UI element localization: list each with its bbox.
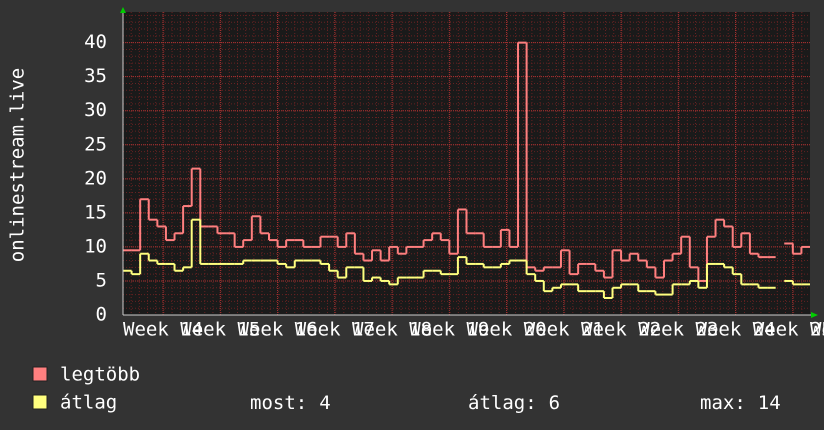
y-tick-label: 10	[84, 235, 107, 257]
x-tick-label: Week 21	[524, 319, 604, 341]
stat-label: most:	[250, 392, 307, 414]
y-tick-label: 5	[96, 269, 107, 291]
x-tick-label: Week 20	[467, 319, 547, 341]
legend-swatch	[32, 394, 48, 410]
x-tick-label: Week 18	[352, 319, 432, 341]
x-tick-label: Week 25	[753, 319, 824, 341]
legend-label: átlag	[60, 392, 117, 414]
stat-value: 4	[319, 392, 330, 414]
legend-swatch	[32, 366, 48, 382]
stat: max: 14	[700, 392, 781, 414]
y-tick-label: 25	[84, 133, 107, 155]
y-tick-label: 15	[84, 201, 107, 223]
y-tick-label: 0	[96, 304, 107, 326]
legend-label: legtöbb	[60, 364, 140, 386]
y-tick-label: 30	[84, 99, 107, 121]
x-tick-label: Week 24	[696, 319, 776, 341]
y-arrow	[120, 7, 126, 13]
stat: most: 4	[250, 392, 331, 414]
x-tick-label: Week 17	[295, 319, 375, 341]
x-tick-label: Week 15	[180, 319, 260, 341]
data-lines	[123, 41, 810, 299]
y-tick-label: 20	[84, 167, 107, 189]
x-tick-label: Week 16	[238, 319, 318, 341]
y-tick-label: 40	[84, 31, 107, 53]
stat-value: 14	[758, 392, 781, 414]
x-arrow	[811, 312, 818, 318]
stat-label: max:	[700, 392, 746, 414]
x-tick-label: Week 22	[581, 319, 661, 341]
x-tick-label: Week 23	[638, 319, 718, 341]
y-axis-label: onlinestream.live	[7, 68, 29, 262]
stat: átlag: 6	[468, 392, 560, 414]
stat-label: átlag:	[468, 392, 537, 414]
stat-value: 6	[549, 392, 560, 414]
x-tick-label: Week 14	[123, 319, 203, 341]
x-tick-label: Week 26	[810, 319, 824, 341]
y-tick-label: 35	[84, 65, 107, 87]
x-tick-label: Week 19	[409, 319, 489, 341]
